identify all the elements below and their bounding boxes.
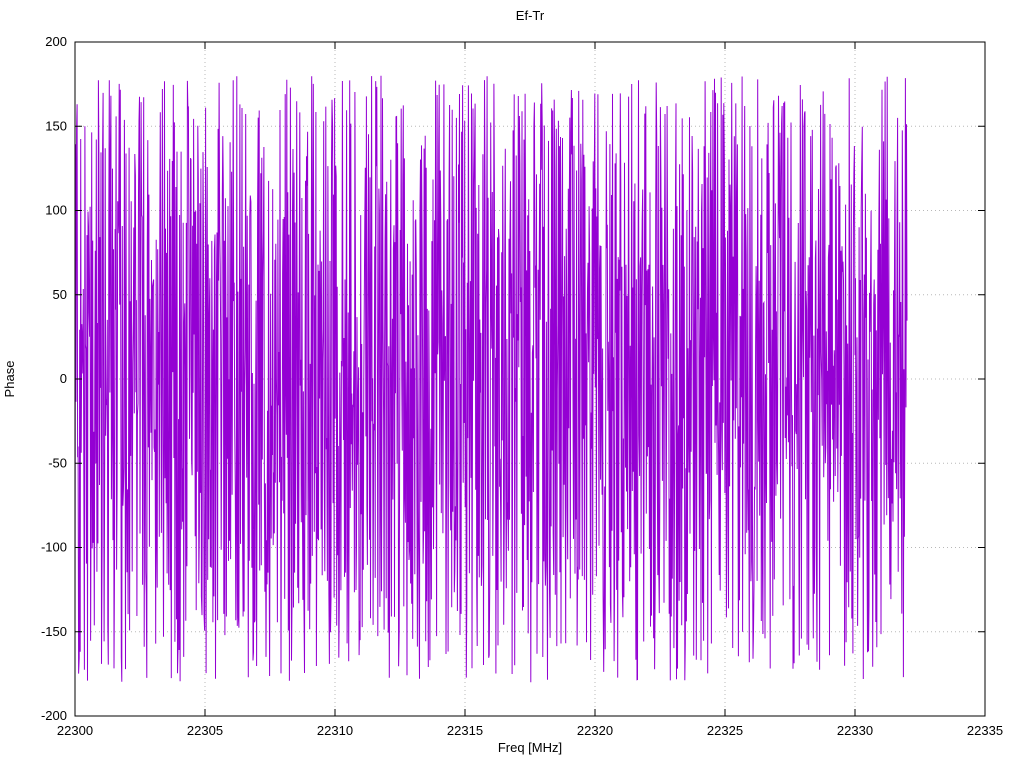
y-tick-label: 0 (60, 371, 67, 386)
y-tick-label: -200 (41, 708, 67, 723)
x-axis-label: Freq [MHz] (498, 740, 562, 755)
x-tick-label: 22335 (967, 723, 1003, 738)
series-layer (74, 75, 908, 683)
tick-label-layer: 22300 22305 22310 22315 22320 22325 22330 22335… (41, 34, 1003, 738)
x-tick-label: 22325 (707, 723, 743, 738)
x-tick-label: 22310 (317, 723, 353, 738)
x-tick-label: 22300 (57, 723, 93, 738)
y-axis-label: Phase (2, 361, 17, 398)
x-tick-label: 22320 (577, 723, 613, 738)
y-tick-label: -50 (48, 455, 67, 470)
x-tick-label: 22315 (447, 723, 483, 738)
tick-layer (74, 41, 986, 717)
y-tick-label: -150 (41, 624, 67, 639)
y-tick-label: 200 (45, 34, 67, 49)
x-tick-label: 22305 (187, 723, 223, 738)
y-tick-label: 150 (45, 118, 67, 133)
phase-series-line (74, 75, 908, 683)
y-tick-label: 100 (45, 203, 67, 218)
x-tick-label: 22330 (837, 723, 873, 738)
y-tick-label: -100 (41, 540, 67, 555)
y-tick-label: 50 (53, 287, 67, 302)
chart-title: Ef-Tr (516, 8, 545, 23)
